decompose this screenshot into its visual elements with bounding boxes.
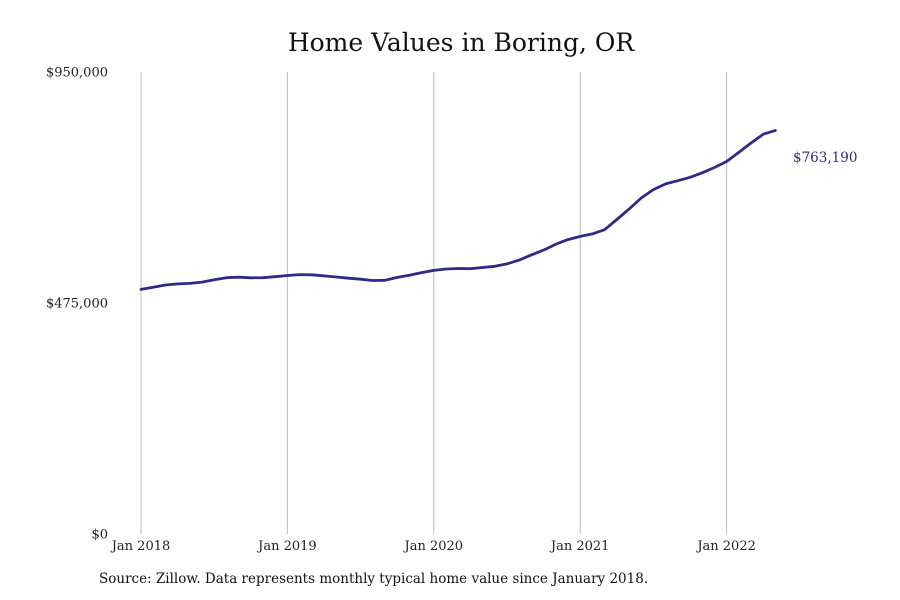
y-tick-label: $475,000 xyxy=(46,297,108,312)
latest-value-label: $763,190 xyxy=(793,150,857,166)
y-tick-label: $0 xyxy=(91,528,108,543)
chart-title: Home Values in Boring, OR xyxy=(288,28,636,57)
y-tick-label: $950,000 xyxy=(46,66,108,81)
x-tick-label: Jan 2019 xyxy=(256,539,317,554)
vertical-gridlines xyxy=(140,72,728,534)
home-value-series-line xyxy=(139,129,777,291)
source-note: Source: Zillow. Data represents monthly … xyxy=(99,571,649,587)
x-tick-label: Jan 2018 xyxy=(110,539,171,554)
x-tick-label: Jan 2022 xyxy=(695,539,756,554)
x-tick-label: Jan 2020 xyxy=(403,539,464,554)
x-tick-label: Jan 2021 xyxy=(549,539,610,554)
y-axis-tick-labels: $950,000 $475,000 $0 xyxy=(46,66,108,543)
x-axis-tick-labels: Jan 2018 Jan 2019 Jan 2020 Jan 2021 Jan 2022 xyxy=(110,539,756,554)
